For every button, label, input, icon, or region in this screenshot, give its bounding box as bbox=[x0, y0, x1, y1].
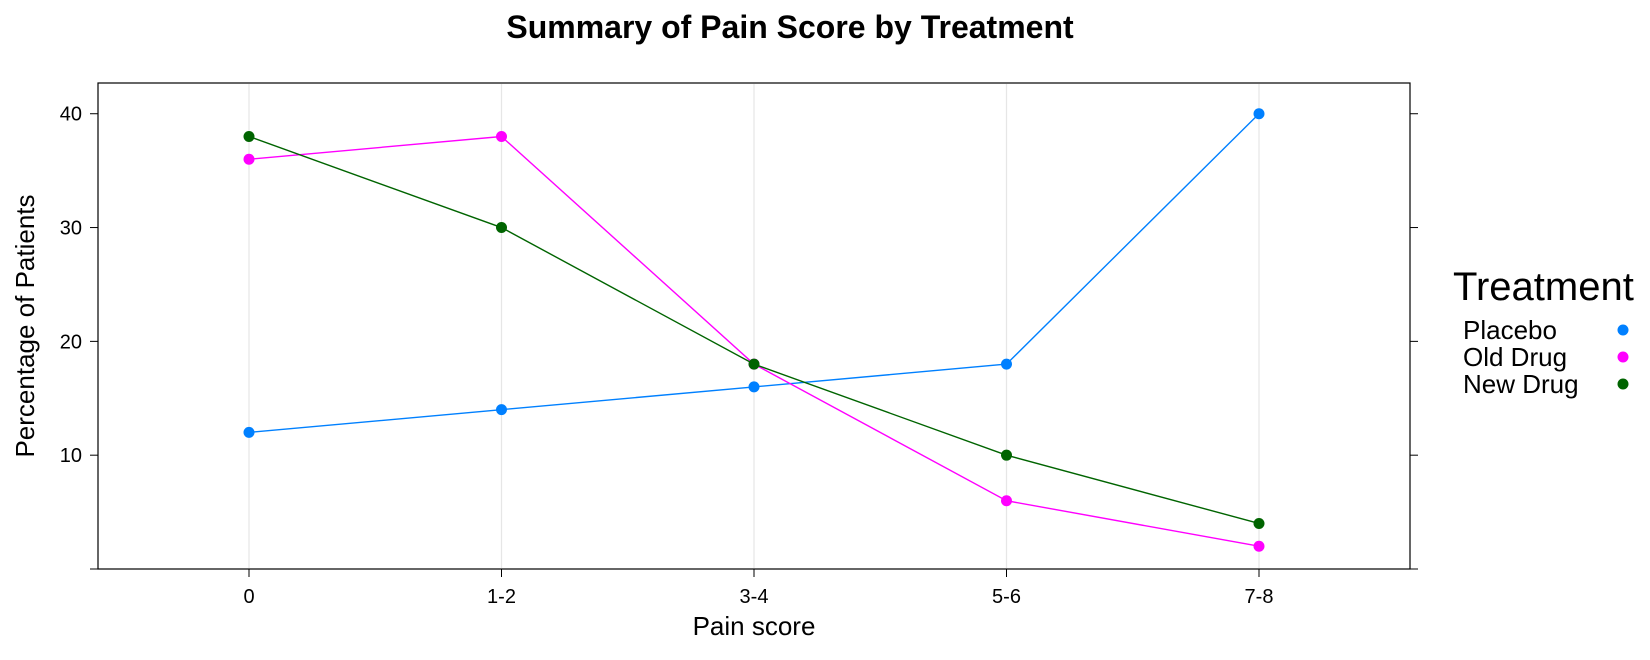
x-tick-label: 1-2 bbox=[487, 586, 516, 608]
y-tick-label: 20 bbox=[60, 331, 82, 353]
data-point bbox=[1253, 108, 1265, 120]
legend-label: Placebo bbox=[1463, 315, 1557, 345]
data-point bbox=[243, 426, 255, 438]
series-new-drug bbox=[243, 130, 1265, 529]
data-point bbox=[243, 130, 255, 142]
data-point bbox=[1001, 449, 1012, 461]
legend-marker bbox=[1617, 378, 1629, 390]
data-point bbox=[1001, 495, 1012, 507]
data-point bbox=[496, 130, 507, 142]
data-point bbox=[748, 358, 760, 370]
legend-title: Treatment bbox=[1453, 265, 1634, 309]
legend-label: New Drug bbox=[1463, 369, 1579, 399]
y-tick-label: 30 bbox=[60, 218, 82, 240]
x-tick-label: 7-8 bbox=[1245, 586, 1274, 608]
legend-label: Old Drug bbox=[1463, 342, 1567, 372]
legend-marker bbox=[1617, 351, 1629, 363]
data-point bbox=[1001, 358, 1012, 370]
series-group bbox=[243, 108, 1265, 552]
series-placebo bbox=[243, 108, 1265, 438]
x-axis-label: Pain score bbox=[693, 611, 816, 641]
data-point bbox=[1253, 540, 1265, 552]
x-tick-label: 3-4 bbox=[740, 586, 769, 608]
y-tick-label: 40 bbox=[60, 104, 82, 126]
grid-lines bbox=[248, 84, 1260, 568]
y-axis-label: Percentage of Patients bbox=[10, 194, 40, 457]
data-point bbox=[1253, 517, 1265, 529]
axis-ticks: 0 1-2 3-4 5-6 7-8 10 20 30 40 bbox=[60, 104, 1418, 608]
legend-marker bbox=[1617, 324, 1629, 336]
data-point bbox=[496, 222, 507, 234]
x-tick-label: 0 bbox=[243, 586, 254, 608]
x-tick-label: 5-6 bbox=[992, 586, 1021, 608]
chart-title: Summary of Pain Score by Treatment bbox=[506, 9, 1074, 45]
y-tick-label: 10 bbox=[60, 445, 82, 467]
data-point bbox=[496, 404, 507, 416]
data-point bbox=[748, 381, 760, 393]
data-point bbox=[243, 153, 255, 165]
